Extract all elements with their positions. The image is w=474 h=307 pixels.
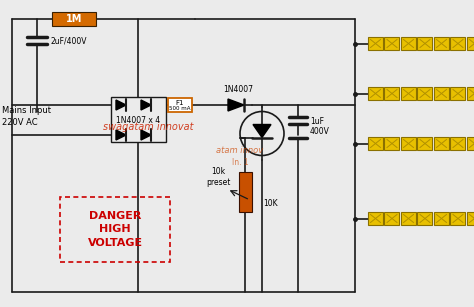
Text: Mains Input: Mains Input — [2, 106, 51, 115]
Bar — [418, 212, 432, 225]
Bar — [434, 212, 449, 225]
Text: atam innov: atam innov — [216, 146, 264, 154]
Text: 1uF: 1uF — [310, 116, 324, 126]
Bar — [401, 37, 416, 50]
Bar — [384, 137, 400, 150]
Bar — [384, 212, 400, 225]
Bar — [467, 212, 474, 225]
Bar — [401, 87, 416, 100]
Bar — [418, 137, 432, 150]
Bar — [450, 87, 465, 100]
Bar — [168, 98, 192, 112]
Bar — [52, 12, 96, 26]
Text: In. 1: In. 1 — [232, 157, 248, 166]
Polygon shape — [141, 130, 151, 140]
Text: 220V AC: 220V AC — [2, 118, 37, 126]
Bar — [111, 97, 166, 142]
Polygon shape — [116, 100, 126, 110]
Text: F1: F1 — [176, 99, 184, 106]
Bar — [467, 37, 474, 50]
Text: 10K: 10K — [263, 200, 278, 208]
Text: 2uF/400V: 2uF/400V — [50, 37, 86, 45]
Polygon shape — [228, 99, 244, 111]
Bar — [450, 37, 465, 50]
Text: 1N4007 x 4: 1N4007 x 4 — [116, 115, 160, 125]
Bar — [60, 197, 170, 262]
Bar — [434, 87, 449, 100]
Text: swagatam innovat: swagatam innovat — [103, 122, 193, 132]
Polygon shape — [141, 100, 151, 110]
Bar — [467, 137, 474, 150]
Bar — [384, 37, 400, 50]
Text: 500 mA: 500 mA — [169, 106, 191, 111]
Bar — [384, 87, 400, 100]
Bar — [418, 37, 432, 50]
Bar — [239, 172, 252, 212]
Bar — [368, 212, 383, 225]
Text: 1M: 1M — [66, 14, 82, 24]
Bar — [368, 87, 383, 100]
Text: 1N4007: 1N4007 — [223, 85, 253, 94]
Bar — [368, 137, 383, 150]
Text: DANGER
HIGH
VOLTAGE: DANGER HIGH VOLTAGE — [87, 211, 143, 248]
Bar — [434, 37, 449, 50]
Bar — [450, 212, 465, 225]
Bar — [418, 87, 432, 100]
Bar — [401, 212, 416, 225]
Bar — [467, 87, 474, 100]
Polygon shape — [253, 125, 271, 138]
Bar — [450, 137, 465, 150]
Text: 10k
preset: 10k preset — [206, 167, 230, 187]
Bar — [434, 137, 449, 150]
Text: 400V: 400V — [310, 126, 330, 135]
Bar — [401, 137, 416, 150]
Bar — [368, 37, 383, 50]
Polygon shape — [116, 130, 126, 140]
